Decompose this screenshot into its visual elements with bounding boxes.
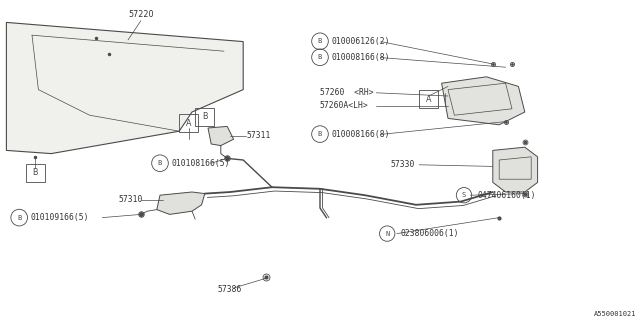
Text: 010008166(8): 010008166(8) xyxy=(332,53,390,62)
Text: S: S xyxy=(462,192,466,198)
Text: 047406160(1): 047406160(1) xyxy=(477,191,536,200)
Polygon shape xyxy=(157,192,205,214)
Text: A: A xyxy=(186,119,191,128)
Text: B: B xyxy=(318,38,322,44)
Text: 57330: 57330 xyxy=(390,160,415,169)
Text: 010006126(2): 010006126(2) xyxy=(332,37,390,46)
Polygon shape xyxy=(493,147,538,192)
Text: N: N xyxy=(385,231,389,236)
Polygon shape xyxy=(6,22,243,154)
Text: B: B xyxy=(202,112,207,121)
Text: A: A xyxy=(426,95,431,104)
Text: B: B xyxy=(318,131,322,137)
Text: B: B xyxy=(318,54,322,60)
Text: B: B xyxy=(33,168,38,177)
Text: 010108166(5): 010108166(5) xyxy=(172,159,230,168)
Text: 023806006(1): 023806006(1) xyxy=(401,229,459,238)
Text: 57311: 57311 xyxy=(246,132,271,140)
Text: 57220: 57220 xyxy=(128,10,154,19)
Polygon shape xyxy=(442,77,525,125)
Text: 57310: 57310 xyxy=(118,196,143,204)
Text: 57260  <RH>: 57260 <RH> xyxy=(320,88,374,97)
Text: 010109166(5): 010109166(5) xyxy=(31,213,89,222)
Text: B: B xyxy=(17,215,21,220)
Text: B: B xyxy=(158,160,162,166)
Text: 57386: 57386 xyxy=(218,285,242,294)
Text: 010008166(8): 010008166(8) xyxy=(332,130,390,139)
Text: A550001021: A550001021 xyxy=(595,311,637,317)
Polygon shape xyxy=(208,126,234,146)
Text: 57260A<LH>: 57260A<LH> xyxy=(320,101,369,110)
